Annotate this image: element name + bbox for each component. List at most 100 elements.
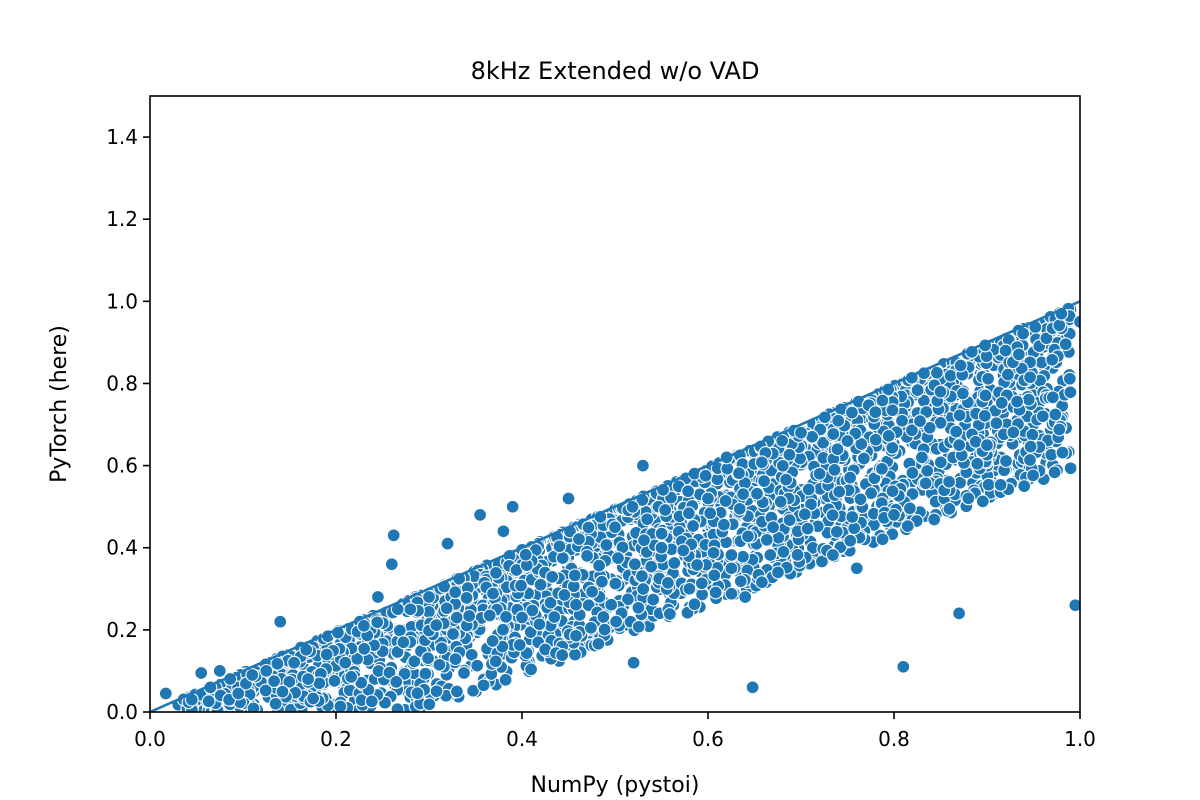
scatter-point [212,663,227,678]
scatter-point [975,494,990,509]
scatter-point [397,666,412,681]
scatter-point [356,618,371,633]
scatter-point [724,548,739,562]
scatter-point [611,551,625,566]
scatter-point [736,487,751,502]
scatter-point [476,678,491,693]
scatter-point [273,614,288,629]
scatter-point [868,405,883,420]
scatter-point [640,512,655,527]
scatter-point [498,672,513,687]
scatter-point [390,702,405,712]
scatter-point [989,416,1004,431]
scatter-point [763,548,778,562]
points-layer [158,301,1080,712]
scatter-point [525,603,540,618]
scatter-point [724,561,739,576]
scatter-point [754,455,769,470]
scatter-point [609,614,624,629]
scatter-point [488,654,503,669]
scatter-point [631,600,646,615]
scatter-point [518,547,533,562]
scatter-point [357,641,372,656]
scatter-point [885,440,900,455]
scatter-point [733,574,748,589]
scatter-point [333,699,348,712]
y-tick-label: 1.2 [106,207,138,231]
scatter-point [952,438,967,453]
scatter-point [410,686,425,701]
scatter-point [910,383,925,398]
scatter-point [667,556,682,570]
scatter-point [327,673,342,688]
scatter-point [741,529,755,544]
scatter-point [794,425,808,440]
scatter-point [464,647,479,662]
scatter-point [913,414,927,429]
scatter-point [1023,370,1038,385]
scatter-point [594,574,609,589]
scatter-point [716,517,731,532]
scatter-point [849,561,864,576]
scatter-point [949,424,964,439]
scatter-point [631,619,646,634]
scatter-point [757,474,772,489]
scatter-point [301,672,316,687]
scatter-point [732,466,746,481]
scatter-point [473,507,488,522]
scatter-point [875,393,890,408]
scatter-point [561,491,576,506]
scatter-point [766,520,781,535]
scatter-point [636,582,651,596]
scatter-point [1011,347,1026,362]
scatter-point [604,597,619,612]
scatter-point [1048,407,1063,422]
scatter-point [384,557,399,572]
scatter-point [874,461,889,476]
scatter-point [868,432,883,447]
scatter-point [231,686,246,701]
scatter-point [429,618,444,633]
scatter-point [800,521,815,536]
scatter-point [706,545,721,560]
scatter-point [1023,453,1037,467]
scatter-point [524,662,539,677]
scatter-point [496,622,510,637]
scatter-point [496,524,511,539]
scatter-point [449,684,464,699]
scatter-point [881,428,896,443]
scatter-point [422,697,437,712]
scatter-point [773,494,788,509]
scatter-point [1047,465,1062,480]
scatter-point [1000,367,1015,382]
scatter-point [421,651,436,666]
scatter-point [555,648,570,663]
scatter-point [1026,468,1041,483]
scatter-point [306,691,321,706]
scatter-point [287,655,302,670]
scatter-point [1045,390,1060,405]
scatter-point [829,524,844,539]
scatter-point [625,499,640,514]
scatter-point [581,520,596,535]
scatter-point [686,519,701,533]
scatter-point [448,652,463,667]
scatter-point [977,408,992,423]
scatter-point [568,647,582,662]
scatter-point [981,371,996,386]
scatter-point [933,384,948,399]
scatter-point [591,636,606,651]
scatter-point [370,590,385,604]
scatter-point [597,622,612,637]
x-tick-label: 0.6 [692,727,724,751]
scatter-point [708,585,723,600]
scatter-point [499,609,513,624]
scatter-point [569,628,583,643]
scatter-point [270,656,285,671]
scatter-point [887,507,901,522]
scatter-point [993,477,1008,492]
x-tick-label: 1.0 [1064,727,1096,751]
scatter-point [403,602,418,617]
scatter-point [816,435,831,450]
